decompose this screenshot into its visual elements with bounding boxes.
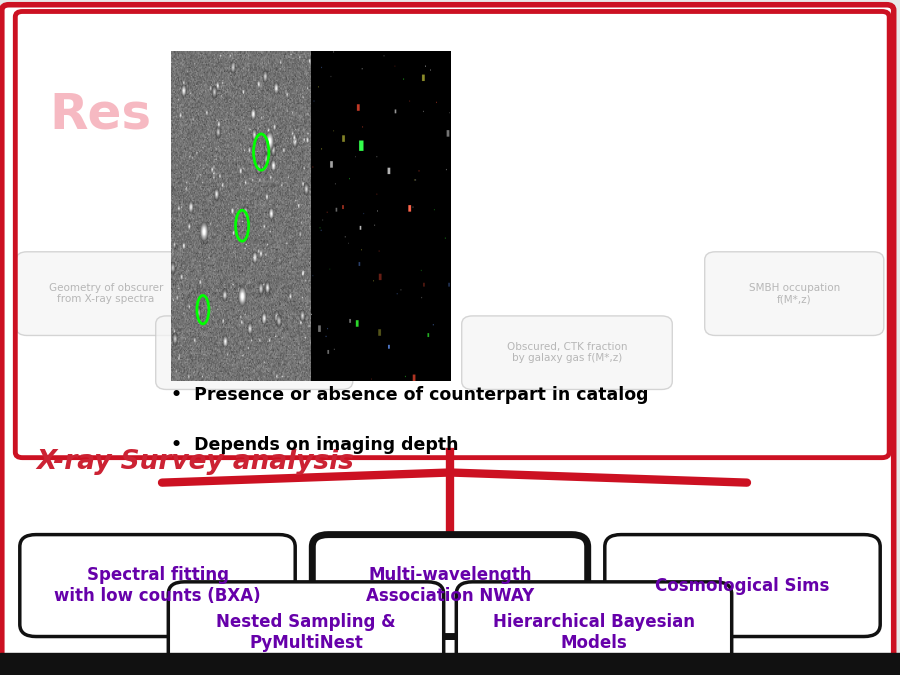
- Text: Geometry of obscurer
from X-ray spectra: Geometry of obscurer from X-ray spectra: [49, 283, 163, 304]
- Text: Nested Sampling &
PyMultiNest: Nested Sampling & PyMultiNest: [216, 614, 396, 652]
- Text: Obscured, CTK fraction
by galaxy gas f(M*,z): Obscured, CTK fraction by galaxy gas f(M…: [507, 342, 627, 363]
- FancyBboxPatch shape: [705, 252, 884, 335]
- Bar: [0, 653, 900, 675]
- FancyBboxPatch shape: [2, 5, 894, 674]
- FancyBboxPatch shape: [456, 582, 732, 675]
- Text: SMBH occupation
f(M*,z): SMBH occupation f(M*,z): [749, 283, 840, 304]
- FancyBboxPatch shape: [312, 535, 588, 637]
- FancyBboxPatch shape: [156, 316, 353, 389]
- Text: X-ray Survey analysis: X-ray Survey analysis: [36, 449, 354, 475]
- Text: Spectral fitting
with low counts (BXA): Spectral fitting with low counts (BXA): [54, 566, 261, 605]
- Text: Obscured, CTK fraction
f(L,z): Obscured, CTK fraction f(L,z): [194, 342, 314, 363]
- FancyBboxPatch shape: [605, 535, 880, 637]
- Text: Multi-wavelength
Association NWAY: Multi-wavelength Association NWAY: [366, 566, 534, 605]
- Text: Hierarchical Bayesian
Models: Hierarchical Bayesian Models: [493, 614, 695, 652]
- FancyBboxPatch shape: [20, 535, 295, 637]
- Text: Res: Res: [50, 90, 151, 139]
- Text: •  Depends on imaging depth: • Depends on imaging depth: [171, 437, 458, 454]
- FancyBboxPatch shape: [16, 252, 195, 335]
- FancyBboxPatch shape: [462, 316, 672, 389]
- Text: •  Presence or absence of counterpart in catalog: • Presence or absence of counterpart in …: [171, 386, 649, 404]
- Text: Cosmological Sims: Cosmological Sims: [655, 576, 830, 595]
- FancyBboxPatch shape: [168, 582, 444, 675]
